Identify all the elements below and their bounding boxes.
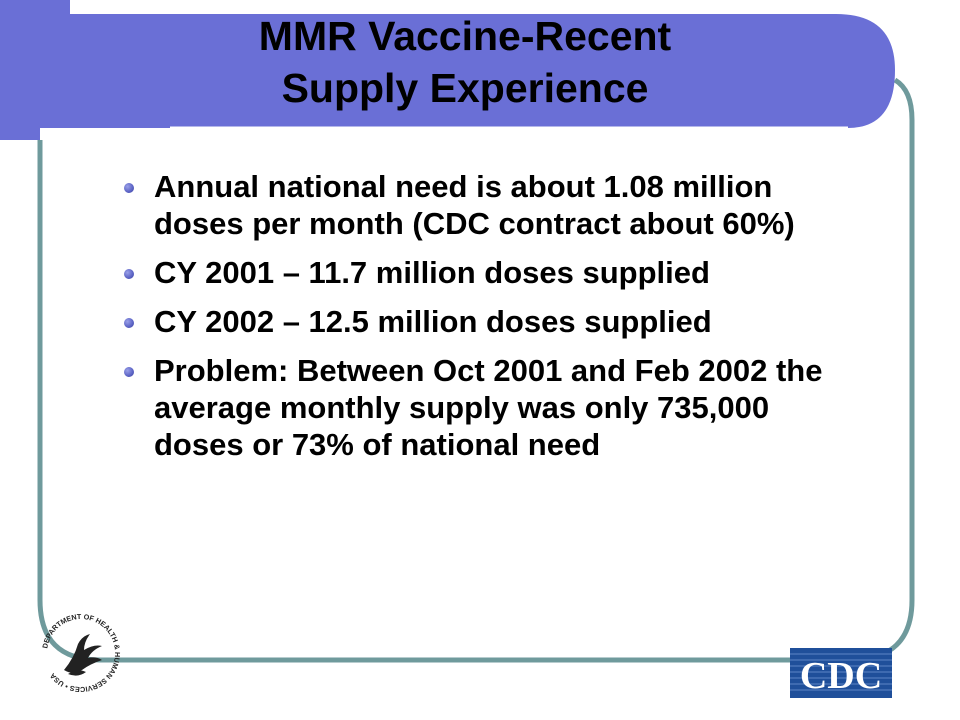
bullet-text: CY 2001 – 11.7 million doses supplied — [154, 255, 710, 290]
title-bar-top-strip — [0, 0, 70, 14]
bullet-dot-icon — [124, 367, 134, 377]
cdc-logo-text: CDC — [800, 655, 882, 697]
title-line-2: Supply Experience — [281, 65, 649, 111]
bullet-text: Problem: Between Oct 2001 and Feb 2002 t… — [154, 353, 823, 462]
bullet-text: CY 2002 – 12.5 million doses supplied — [154, 304, 712, 339]
bullet-text: Annual national need is about 1.08 milli… — [154, 169, 795, 241]
bullet-item: Annual national need is about 1.08 milli… — [124, 168, 844, 242]
title-line-1: MMR Vaccine-Recent — [258, 13, 672, 59]
bullet-dot-icon — [124, 269, 134, 279]
title-bar — [0, 0, 895, 140]
cdc-logo-icon: CDC — [790, 648, 892, 698]
slide-title: MMR Vaccine-Recent Supply Experience — [150, 10, 780, 114]
bullet-dot-icon — [124, 183, 134, 193]
bullet-item: CY 2001 – 11.7 million doses supplied — [124, 254, 844, 291]
bullet-item: CY 2002 – 12.5 million doses supplied — [124, 303, 844, 340]
hhs-seal-logo-icon: DEPARTMENT OF HEALTH & HUMAN SERVICES • … — [40, 612, 122, 694]
bullet-item: Problem: Between Oct 2001 and Feb 2002 t… — [124, 352, 844, 463]
bullet-dot-icon — [124, 318, 134, 328]
bullet-list: Annual national need is about 1.08 milli… — [124, 168, 844, 475]
